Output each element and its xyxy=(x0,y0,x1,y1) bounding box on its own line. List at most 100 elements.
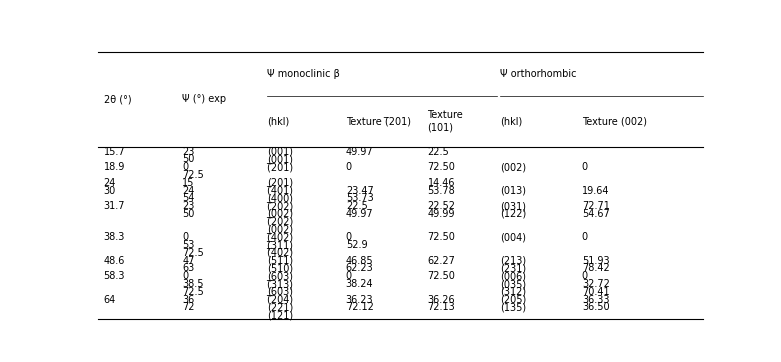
Text: 54.67: 54.67 xyxy=(582,209,610,219)
Text: 58.3: 58.3 xyxy=(104,271,125,281)
Text: Texture (002): Texture (002) xyxy=(582,117,647,126)
Text: 72.50: 72.50 xyxy=(427,232,455,242)
Text: 72.5: 72.5 xyxy=(182,248,204,258)
Text: 18.9: 18.9 xyxy=(104,162,125,172)
Text: 49.97: 49.97 xyxy=(346,209,373,219)
Text: (006): (006) xyxy=(500,271,526,281)
Text: 19.64: 19.64 xyxy=(582,186,609,195)
Text: (̅313): (̅313) xyxy=(267,279,293,289)
Text: (312): (312) xyxy=(500,287,526,297)
Text: 23: 23 xyxy=(182,147,194,157)
Text: (121): (121) xyxy=(267,310,293,320)
Text: Texture (̅201): Texture (̅201) xyxy=(346,117,411,126)
Text: (510): (510) xyxy=(267,264,293,273)
Text: 78.42: 78.42 xyxy=(582,264,610,273)
Text: 15: 15 xyxy=(182,178,194,188)
Text: (̅401): (̅401) xyxy=(267,186,293,195)
Text: 38.5: 38.5 xyxy=(182,279,204,289)
Text: (hkl): (hkl) xyxy=(500,117,522,126)
Text: (603): (603) xyxy=(267,287,293,297)
Text: 38.3: 38.3 xyxy=(104,232,125,242)
Text: 70.41: 70.41 xyxy=(582,287,609,297)
Text: 0: 0 xyxy=(182,271,188,281)
Text: (122): (122) xyxy=(500,209,526,219)
Text: 0: 0 xyxy=(346,271,352,281)
Text: 0: 0 xyxy=(582,271,588,281)
Text: 63: 63 xyxy=(182,264,194,273)
Text: 22.5: 22.5 xyxy=(346,201,368,211)
Text: Ψ (°) exp: Ψ (°) exp xyxy=(182,94,226,104)
Text: (002): (002) xyxy=(500,162,526,172)
Text: 0: 0 xyxy=(346,232,352,242)
Text: 50: 50 xyxy=(182,209,194,219)
Text: 0: 0 xyxy=(582,232,588,242)
Text: 32.72: 32.72 xyxy=(582,279,610,289)
Text: 47: 47 xyxy=(182,256,194,266)
Text: 31.7: 31.7 xyxy=(104,201,125,211)
Text: 72.12: 72.12 xyxy=(346,302,373,312)
Text: 53: 53 xyxy=(182,240,194,250)
Text: 36.23: 36.23 xyxy=(346,295,373,305)
Text: (002): (002) xyxy=(267,224,293,235)
Text: 36.50: 36.50 xyxy=(582,302,609,312)
Text: 0: 0 xyxy=(182,232,188,242)
Text: 36: 36 xyxy=(182,295,194,305)
Text: 0: 0 xyxy=(182,162,188,172)
Text: (013): (013) xyxy=(500,186,526,195)
Text: 0: 0 xyxy=(582,162,588,172)
Text: 62.27: 62.27 xyxy=(427,256,455,266)
Text: (̅402): (̅402) xyxy=(267,248,293,258)
Text: (̅311): (̅311) xyxy=(267,240,293,250)
Text: 72: 72 xyxy=(182,302,195,312)
Text: 0: 0 xyxy=(346,162,352,172)
Text: (hkl): (hkl) xyxy=(267,117,289,126)
Text: 15.7: 15.7 xyxy=(104,147,125,157)
Text: 30: 30 xyxy=(104,186,116,195)
Text: (̅201): (̅201) xyxy=(267,162,293,172)
Text: (201): (201) xyxy=(267,178,293,188)
Text: (51̅1): (51̅1) xyxy=(267,256,293,266)
Text: 24: 24 xyxy=(182,186,194,195)
Text: 36.26: 36.26 xyxy=(427,295,455,305)
Text: (̅402): (̅402) xyxy=(267,232,293,242)
Text: (̅202): (̅202) xyxy=(267,217,294,227)
Text: Ψ monoclinic β: Ψ monoclinic β xyxy=(267,69,340,79)
Text: 53.73: 53.73 xyxy=(346,193,373,203)
Text: (004): (004) xyxy=(500,232,526,242)
Text: (231): (231) xyxy=(500,264,526,273)
Text: (002): (002) xyxy=(267,209,293,219)
Text: (22̅1): (22̅1) xyxy=(267,302,294,312)
Text: 36.33: 36.33 xyxy=(582,295,609,305)
Text: 46.85: 46.85 xyxy=(346,256,373,266)
Text: 51.93: 51.93 xyxy=(582,256,609,266)
Text: (001): (001) xyxy=(267,154,293,164)
Text: 53.78: 53.78 xyxy=(427,186,455,195)
Text: 72.5: 72.5 xyxy=(182,287,204,297)
Text: 14.46: 14.46 xyxy=(427,178,455,188)
Text: 22.5: 22.5 xyxy=(427,147,449,157)
Text: 72.5: 72.5 xyxy=(182,170,204,180)
Text: (035): (035) xyxy=(500,279,526,289)
Text: (213): (213) xyxy=(500,256,526,266)
Text: 49.97: 49.97 xyxy=(346,147,373,157)
Text: Ψ orthorhombic: Ψ orthorhombic xyxy=(500,69,576,79)
Text: (001): (001) xyxy=(267,147,293,157)
Text: 72.50: 72.50 xyxy=(427,271,455,281)
Text: 22.52: 22.52 xyxy=(427,201,455,211)
Text: (̅202): (̅202) xyxy=(267,201,294,211)
Text: 54: 54 xyxy=(182,193,194,203)
Text: 23.47: 23.47 xyxy=(346,186,373,195)
Text: (031): (031) xyxy=(500,201,526,211)
Text: 2θ (°): 2θ (°) xyxy=(104,94,131,104)
Text: 49.99: 49.99 xyxy=(427,209,455,219)
Text: 72.13: 72.13 xyxy=(427,302,455,312)
Text: (135): (135) xyxy=(500,302,526,312)
Text: Texture
(101): Texture (101) xyxy=(427,110,463,133)
Text: (400): (400) xyxy=(267,193,293,203)
Text: 64: 64 xyxy=(104,295,116,305)
Text: (̅204): (̅204) xyxy=(267,295,293,305)
Text: 48.6: 48.6 xyxy=(104,256,125,266)
Text: 72.71: 72.71 xyxy=(582,201,610,211)
Text: 23: 23 xyxy=(182,201,194,211)
Text: 62.23: 62.23 xyxy=(346,264,373,273)
